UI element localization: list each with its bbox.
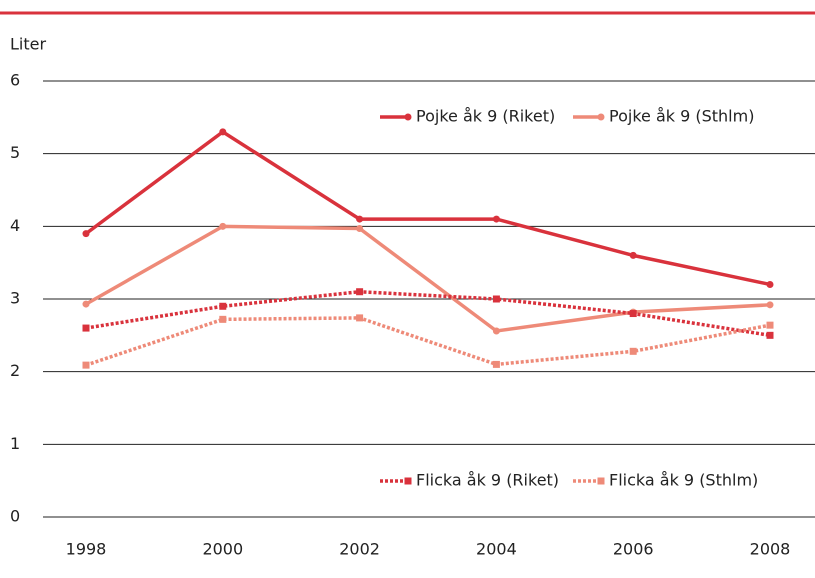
x-tick-label: 1998 [66, 540, 107, 559]
x-tick-label: 2006 [613, 540, 654, 559]
y-tick-label: 2 [10, 361, 20, 380]
marker [766, 331, 774, 339]
marker [356, 314, 364, 322]
y-tick-label: 3 [10, 289, 20, 308]
x-tick-label: 2008 [750, 540, 791, 559]
x-tick-label: 2002 [339, 540, 380, 559]
marker [82, 300, 90, 308]
legend-label: Flicka åk 9 (Sthlm) [609, 471, 758, 490]
marker [356, 288, 364, 296]
legend-marker [597, 113, 605, 121]
marker [492, 295, 500, 303]
legend-label: Pojke åk 9 (Riket) [416, 107, 555, 126]
marker [629, 251, 637, 259]
y-tick-label: 4 [10, 216, 20, 235]
x-tick-label: 2000 [202, 540, 243, 559]
marker [356, 225, 364, 233]
marker [219, 128, 227, 136]
y-tick-label: 0 [10, 507, 20, 526]
marker [492, 327, 500, 335]
marker [766, 321, 774, 329]
marker [766, 280, 774, 288]
series-line [85, 224, 771, 333]
marker [219, 302, 227, 310]
marker [492, 360, 500, 368]
x-tick-label: 2004 [476, 540, 517, 559]
marker [629, 310, 637, 318]
y-axis-label: Liter [10, 35, 46, 54]
legend-label: Pojke åk 9 (Sthlm) [609, 107, 754, 126]
legend-marker [597, 477, 605, 485]
marker [82, 361, 90, 369]
marker [629, 347, 637, 355]
series-line [85, 289, 771, 338]
y-tick-label: 6 [10, 71, 20, 90]
y-tick-label: 5 [10, 143, 20, 162]
marker [82, 230, 90, 238]
series-line [85, 316, 771, 367]
marker [492, 215, 500, 223]
marker [766, 301, 774, 309]
legend-marker [404, 113, 412, 121]
marker [82, 324, 90, 332]
y-tick-label: 1 [10, 434, 20, 453]
legend-label: Flicka åk 9 (Riket) [416, 471, 559, 490]
legend-marker [404, 477, 412, 485]
marker [356, 215, 364, 223]
series-line [84, 129, 771, 287]
marker [219, 315, 227, 323]
marker [219, 222, 227, 230]
